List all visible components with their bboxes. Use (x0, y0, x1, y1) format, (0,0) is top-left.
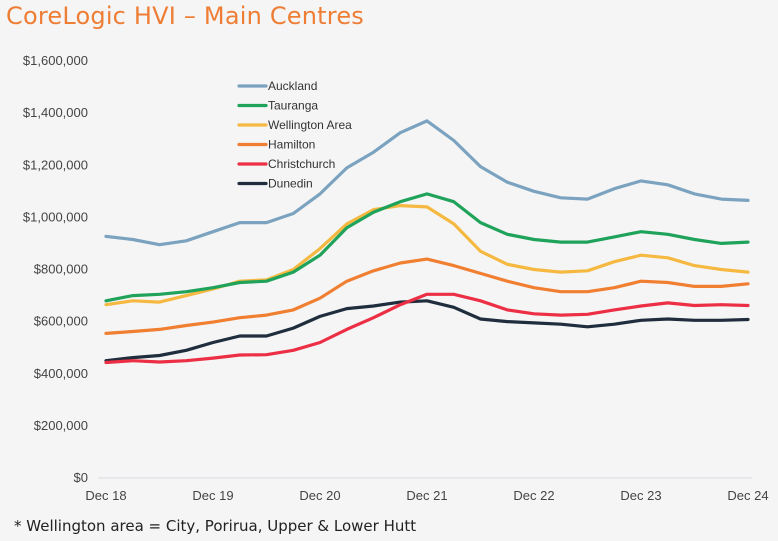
y-tick-label: $800,000 (34, 262, 88, 277)
x-tick-label: Dec 19 (192, 488, 233, 503)
legend-item: Wellington Area (237, 118, 352, 132)
y-axis: $0 $200,000 $400,000 $600,000 $800,000 $1,000… (23, 53, 88, 485)
y-tick-label: $1,000,000 (23, 209, 88, 224)
x-tick-label: Dec 20 (299, 488, 340, 503)
series-line-auckland (104, 119, 750, 247)
legend-label: Hamilton (268, 138, 315, 152)
legend-item: Dunedin (237, 177, 313, 191)
legend-label: Tauranga (268, 99, 318, 113)
legend-label: Christchurch (268, 157, 335, 171)
y-tick-label: $0 (74, 470, 88, 485)
x-tick-label: Dec 23 (620, 488, 661, 503)
series-line-hamilton (104, 257, 750, 335)
legend-label: Dunedin (268, 177, 313, 191)
footnote: * Wellington area = City, Porirua, Upper… (14, 517, 417, 535)
x-tick-label: Dec 21 (406, 488, 447, 503)
legend-label: Wellington Area (268, 118, 352, 132)
legend-item: Christchurch (237, 157, 335, 171)
legend-item: Auckland (237, 79, 317, 93)
y-tick-label: $400,000 (34, 366, 88, 381)
y-tick-label: $600,000 (34, 314, 88, 329)
y-tick-label: $1,200,000 (23, 157, 88, 172)
y-tick-label: $1,600,000 (23, 53, 88, 68)
series-line-dunedin (104, 299, 750, 363)
x-tick-label: Dec 18 (85, 488, 126, 503)
x-tick-label: Dec 24 (727, 488, 768, 503)
y-tick-label: $200,000 (34, 418, 88, 433)
x-tick-label: Dec 22 (513, 488, 554, 503)
series-line-christchurch (104, 292, 750, 365)
x-axis: Dec 18 Dec 19 Dec 20 Dec 21 Dec 22 Dec 23 Dec … (85, 488, 768, 503)
legend-label: Auckland (268, 79, 317, 93)
chart-title: CoreLogic HVI – Main Centres (6, 2, 364, 30)
legend-item: Tauranga (237, 99, 318, 113)
series-lines (104, 119, 750, 365)
legend: Auckland Tauranga Wellington Area Hamilton C… (237, 79, 352, 191)
y-tick-label: $1,400,000 (23, 105, 88, 120)
legend-item: Hamilton (237, 138, 315, 152)
series-line-tauranga (104, 192, 750, 303)
